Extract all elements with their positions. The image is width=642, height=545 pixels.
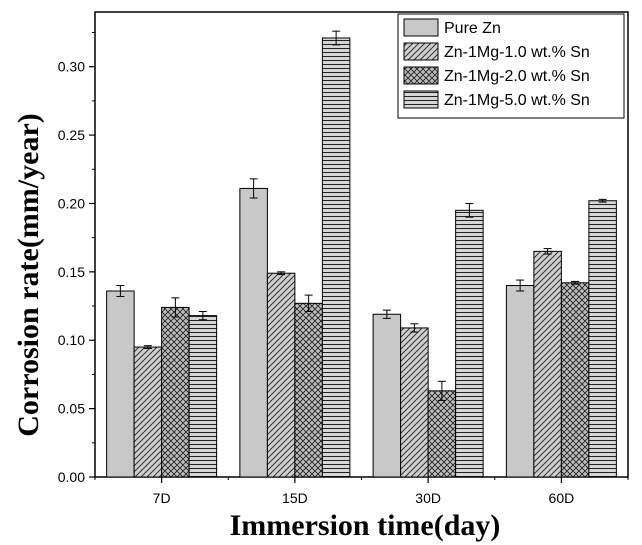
x-axis-title: Immersion time(day): [230, 509, 501, 542]
legend-label: Zn-1Mg-2.0 wt.% Sn: [444, 68, 590, 85]
legend-label: Pure Zn: [444, 20, 501, 37]
error-bar: [198, 311, 207, 321]
y-tick-label: 0.15: [58, 264, 85, 280]
y-tick-label: 0.00: [58, 469, 85, 485]
x-tick-label: 30D: [415, 490, 441, 506]
bar: [427, 390, 457, 478]
bar: [188, 315, 218, 478]
error-bar: [571, 280, 580, 285]
y-tick-label: 0.20: [58, 195, 85, 211]
legend-swatch: [403, 18, 439, 37]
bar: [533, 250, 562, 478]
legend-item: Zn-1Mg-2.0 wt.% Sn: [403, 66, 590, 85]
bar: [455, 209, 484, 478]
x-tick-label: 15D: [282, 490, 308, 506]
legend-swatch: [403, 90, 439, 109]
error-bar: [410, 323, 419, 333]
bar: [560, 282, 590, 478]
error-bar: [171, 297, 180, 318]
error-bar: [116, 285, 125, 297]
bar: [239, 187, 268, 478]
bar: [588, 200, 617, 478]
error-bar: [465, 202, 474, 218]
error-bar: [249, 178, 258, 199]
y-tick-label: 0.05: [58, 401, 85, 417]
bar: [505, 285, 535, 478]
x-tick-label: 60D: [549, 490, 575, 506]
error-bar: [437, 380, 446, 401]
legend-swatch: [403, 66, 439, 85]
legend-item: Pure Zn: [403, 18, 501, 37]
bar: [266, 272, 296, 478]
bar: [372, 313, 402, 478]
error-bar: [543, 248, 552, 255]
x-axis-ticks: 7D 15D 30D 60D: [94, 477, 629, 506]
error-bar: [277, 271, 286, 276]
error-bar: [516, 279, 525, 292]
bar: [106, 290, 135, 478]
x-tick-label: 7D: [153, 490, 171, 506]
error-bar: [382, 309, 391, 319]
legend-label: Zn-1Mg-1.0 wt.% Sn: [444, 44, 590, 61]
error-bar: [332, 30, 341, 46]
bar: [294, 302, 323, 478]
y-tick-label: 0.30: [58, 59, 85, 75]
bar: [161, 306, 190, 478]
legend: Pure Zn Zn-1Mg-1.0 wt.% Sn Zn-1Mg-2.0 wt.%…: [397, 13, 625, 119]
legend-item: Zn-1Mg-1.0 wt.% Sn: [403, 42, 590, 61]
y-tick-label: 0.10: [58, 332, 85, 348]
bar: [400, 327, 429, 478]
y-tick-label: 0.25: [58, 127, 85, 143]
error-bar: [304, 294, 313, 313]
legend-swatch: [403, 42, 439, 61]
y-axis-ticks: 0.00 0.05 0.10 0.15 0.20 0.25 0.30: [58, 32, 95, 485]
legend-item: Zn-1Mg-5.0 wt.% Sn: [403, 90, 590, 109]
y-axis-title: Corrosion rate(mm/year): [12, 113, 45, 437]
error-bar: [598, 198, 607, 203]
error-bar: [143, 345, 152, 349]
bar: [133, 346, 163, 478]
legend-label: Zn-1Mg-5.0 wt.% Sn: [444, 92, 590, 109]
bar: [321, 37, 351, 478]
